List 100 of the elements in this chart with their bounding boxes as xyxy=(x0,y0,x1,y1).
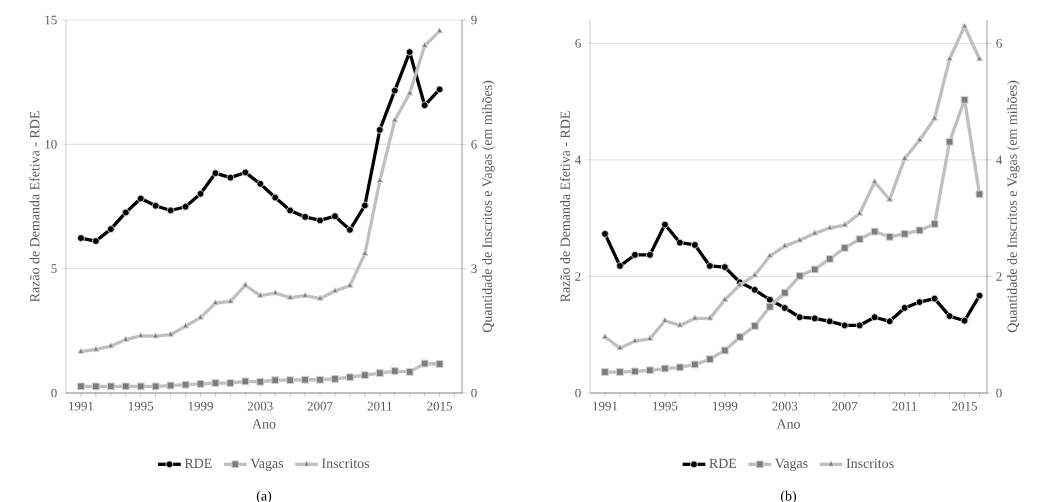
y-tick-label: 15 xyxy=(45,15,57,25)
point xyxy=(241,281,249,288)
y2-tick-label: 6 xyxy=(996,38,1002,48)
point xyxy=(871,178,879,185)
point xyxy=(661,220,669,229)
point xyxy=(122,335,130,342)
point xyxy=(106,382,115,391)
x-tick-label: 2015 xyxy=(427,401,453,411)
point xyxy=(826,224,834,231)
point xyxy=(77,234,85,242)
point xyxy=(271,193,280,202)
point xyxy=(646,366,654,375)
y-tick-label: 2 xyxy=(575,272,581,281)
point xyxy=(676,363,684,372)
point xyxy=(435,85,444,94)
point xyxy=(706,314,714,321)
x-tick-label: 2015 xyxy=(952,401,977,411)
point xyxy=(196,189,205,198)
point xyxy=(151,382,160,391)
point xyxy=(810,314,819,323)
point xyxy=(331,212,339,221)
point xyxy=(376,176,384,183)
y2-axis-title: Quantidade de Inscritos e Vagas (em mihões) xyxy=(1007,80,1020,333)
y2-axis-title: Quantidade de Inscritos e Vagas (em mihões) xyxy=(482,80,495,333)
point xyxy=(316,216,324,225)
point xyxy=(631,337,639,344)
point xyxy=(690,241,699,249)
point xyxy=(720,346,729,355)
point xyxy=(646,250,654,259)
point xyxy=(375,369,384,377)
point xyxy=(705,262,714,270)
point xyxy=(420,101,429,110)
point xyxy=(900,230,909,238)
point xyxy=(301,291,309,298)
point xyxy=(406,89,414,96)
point xyxy=(841,221,849,228)
y-axis-title: Razão de Demanda Efetiva - RDE xyxy=(559,111,570,302)
point xyxy=(720,263,729,271)
point xyxy=(855,235,864,244)
point xyxy=(271,289,279,296)
point xyxy=(975,291,984,300)
point xyxy=(676,238,684,247)
point xyxy=(256,377,265,386)
point xyxy=(795,271,804,280)
x-axis-title: Ano xyxy=(776,419,800,429)
point xyxy=(152,332,160,339)
point xyxy=(765,302,774,311)
point xyxy=(616,368,624,376)
point xyxy=(796,236,804,243)
point xyxy=(885,232,894,241)
point xyxy=(226,379,235,387)
point xyxy=(360,201,369,210)
y-tick-label: 6 xyxy=(575,38,581,48)
point xyxy=(691,314,699,321)
point xyxy=(750,285,759,294)
point xyxy=(870,313,879,322)
point xyxy=(766,252,774,259)
point xyxy=(92,345,100,352)
point xyxy=(331,287,339,294)
point xyxy=(375,126,384,134)
point xyxy=(137,331,145,338)
point xyxy=(601,230,609,238)
point xyxy=(181,202,190,211)
x-tick-label: 2003 xyxy=(772,401,798,411)
x-tick-label: 2003 xyxy=(247,401,273,411)
point xyxy=(676,321,684,328)
point xyxy=(405,48,414,56)
point xyxy=(975,190,984,199)
point xyxy=(616,262,624,270)
point xyxy=(346,373,354,382)
y-tick-label: 0 xyxy=(575,388,581,398)
x-tick-label: 2011 xyxy=(367,401,392,411)
point xyxy=(241,168,250,177)
point xyxy=(92,382,100,391)
point xyxy=(390,86,399,95)
point xyxy=(136,382,145,391)
point xyxy=(751,271,759,278)
y2-tick-label: 0 xyxy=(996,388,1002,398)
x-tick-label: 2011 xyxy=(892,401,917,411)
point xyxy=(181,380,190,389)
point xyxy=(391,116,399,123)
point xyxy=(256,291,264,298)
point xyxy=(182,322,189,329)
x-tick-label: 1995 xyxy=(128,401,154,411)
point xyxy=(346,225,354,234)
point xyxy=(631,250,639,259)
y2-tick-label: 0 xyxy=(471,388,477,398)
y-tick-label: 0 xyxy=(51,388,57,398)
point xyxy=(601,368,609,376)
point xyxy=(721,295,729,302)
point xyxy=(945,137,954,146)
point xyxy=(960,316,969,325)
point xyxy=(960,95,969,104)
y-axis-title: Razão de Demanda Efetiva - RDE xyxy=(29,111,40,302)
point xyxy=(77,382,85,391)
point xyxy=(976,55,983,62)
point xyxy=(750,322,759,330)
point xyxy=(271,376,280,385)
point xyxy=(930,220,939,228)
point xyxy=(631,367,639,376)
